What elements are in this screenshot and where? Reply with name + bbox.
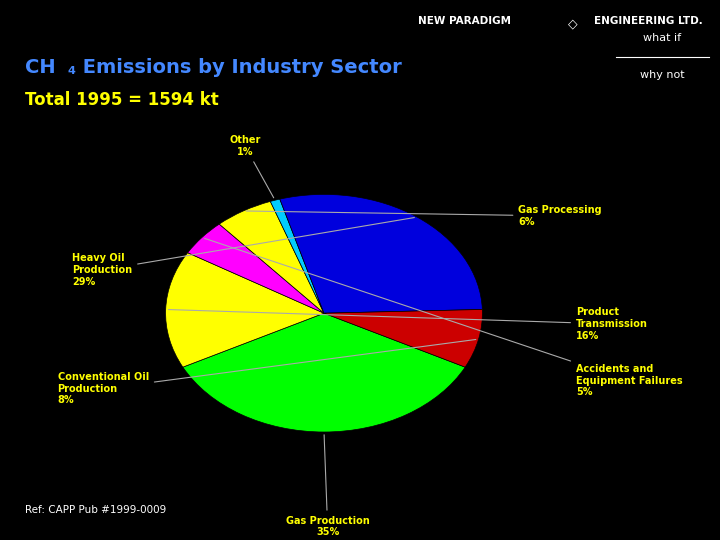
Wedge shape	[324, 309, 482, 367]
Wedge shape	[280, 194, 482, 313]
Text: Product
Transmission
16%: Product Transmission 16%	[168, 307, 648, 341]
Text: Conventional Oil
Production
8%: Conventional Oil Production 8%	[58, 340, 476, 406]
Text: Ref: CAPP Pub #1999-0009: Ref: CAPP Pub #1999-0009	[25, 505, 166, 515]
Wedge shape	[166, 253, 324, 367]
Text: ◇: ◇	[567, 18, 577, 31]
Wedge shape	[183, 313, 465, 432]
Wedge shape	[270, 199, 324, 313]
Wedge shape	[188, 224, 324, 313]
Text: Heavy Oil
Production
29%: Heavy Oil Production 29%	[72, 218, 415, 287]
Text: why not: why not	[640, 70, 685, 80]
Text: Accidents and
Equipment Failures
5%: Accidents and Equipment Failures 5%	[204, 238, 683, 397]
Text: CH: CH	[25, 58, 56, 77]
Text: ENGINEERING LTD.: ENGINEERING LTD.	[594, 16, 703, 26]
Text: Gas Production
35%: Gas Production 35%	[286, 435, 369, 537]
Text: 4: 4	[68, 66, 76, 76]
Text: what if: what if	[644, 33, 681, 43]
Text: Gas Processing
6%: Gas Processing 6%	[246, 205, 602, 227]
Text: NEW PARADIGM: NEW PARADIGM	[418, 16, 510, 26]
Text: Total 1995 = 1594 kt: Total 1995 = 1594 kt	[25, 91, 219, 109]
Wedge shape	[220, 201, 324, 313]
Text: Other
1%: Other 1%	[229, 135, 274, 198]
Text: Emissions by Industry Sector: Emissions by Industry Sector	[76, 58, 401, 77]
